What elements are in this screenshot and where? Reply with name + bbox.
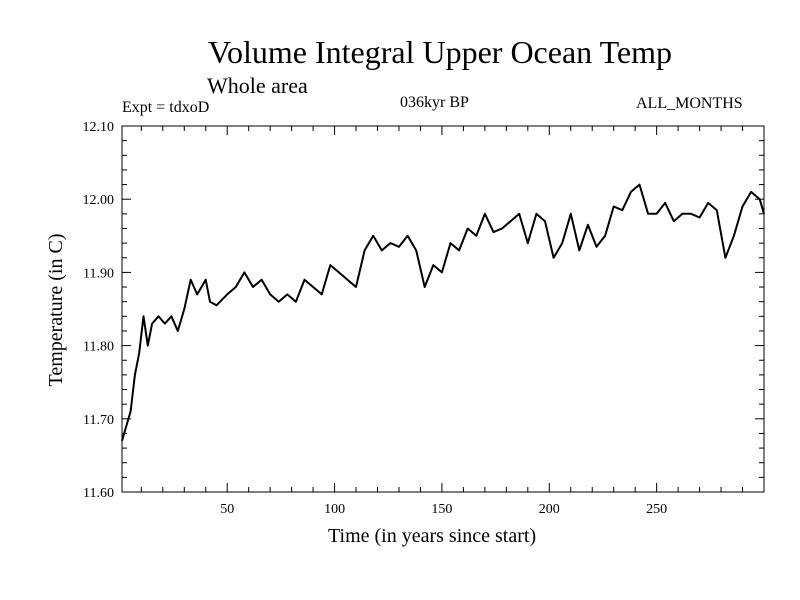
series-line [121, 183, 765, 442]
y-tick-label: 12.10 [83, 120, 115, 135]
x-tick-label: 250 [646, 502, 667, 517]
experiment-label: Expt = tdxoD [122, 99, 210, 116]
x-tick-label: 50 [220, 502, 234, 517]
period-label: 036kyr BP [400, 94, 469, 111]
chart-subtitle: Whole area [207, 73, 308, 98]
y-tick-label: 11.70 [83, 413, 114, 428]
axis-tick-labels: 50 100 150 200 250 11.60 11.70 11.80 11.90 12.00 1… [83, 120, 668, 517]
y-tick-label: 12.00 [83, 193, 115, 208]
plot-frame [121, 125, 765, 493]
y-tick-label: 11.90 [83, 266, 114, 281]
months-label: ALL_MONTHS [636, 95, 743, 112]
x-tick-label: 150 [431, 502, 452, 517]
x-tick-label: 200 [539, 502, 560, 517]
y-axis-label: Temperature (in C) [45, 233, 67, 387]
x-axis-label: Time (in years since start) [328, 525, 537, 547]
axis-ticks [122, 125, 764, 493]
y-tick-label: 11.60 [83, 486, 114, 501]
y-tick-label: 11.80 [83, 340, 114, 355]
chart-title: Volume Integral Upper Ocean Temp [208, 34, 672, 70]
x-tick-label: 100 [324, 502, 345, 517]
